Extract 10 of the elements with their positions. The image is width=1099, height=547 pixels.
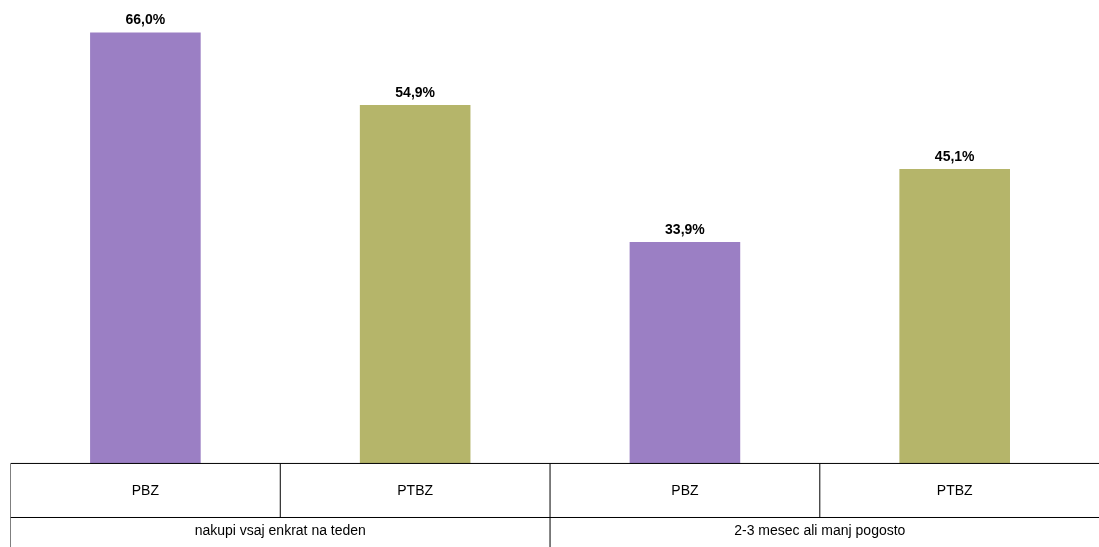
series-label: PTBZ (397, 482, 434, 499)
data-label: 66,0% (125, 11, 166, 28)
data-label: 45,1% (934, 147, 976, 164)
x-tick-label: 2-3 mesec ali manj pogosto (734, 521, 906, 538)
series-label: PBZ (131, 482, 160, 499)
text: PTBZ (936, 482, 973, 499)
text: PBZ (671, 482, 699, 499)
data-label: 54,9% (395, 83, 436, 100)
x-tick-label: nakupi vsaj enkrat na teden (194, 521, 366, 538)
data-label: 33,9% (665, 220, 706, 237)
